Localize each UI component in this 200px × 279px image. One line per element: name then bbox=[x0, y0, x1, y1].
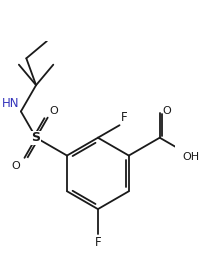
Text: O: O bbox=[11, 161, 20, 171]
Text: O: O bbox=[50, 106, 59, 116]
Text: OH: OH bbox=[183, 151, 200, 162]
Text: F: F bbox=[95, 236, 101, 249]
Text: S: S bbox=[32, 131, 41, 144]
Text: HN: HN bbox=[2, 97, 19, 110]
Text: O: O bbox=[162, 106, 171, 116]
Text: F: F bbox=[121, 111, 128, 124]
